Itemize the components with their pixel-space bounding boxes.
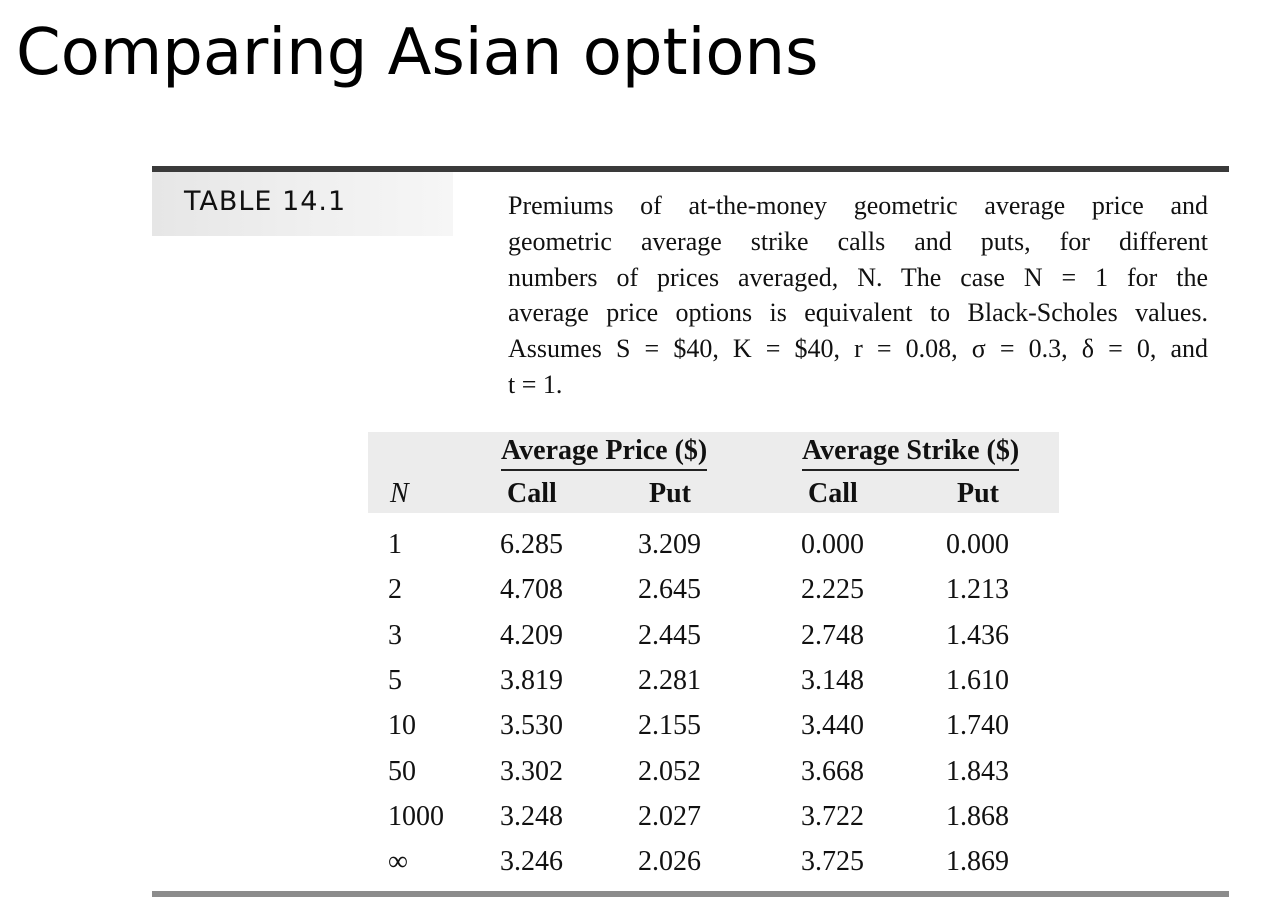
caption-line: numbers of prices averaged, N. The case … <box>508 262 1208 292</box>
cell-price-call: 3.530 <box>500 710 563 742</box>
cell-price-put: 2.645 <box>638 574 701 606</box>
cell-n: 1000 <box>388 800 444 832</box>
cell-price-put: 2.026 <box>638 846 701 878</box>
table-label-tab <box>152 172 453 236</box>
cell-n: 50 <box>388 755 416 787</box>
cell-price-put: 2.445 <box>638 619 701 651</box>
cell-strike-put: 1.213 <box>946 574 1009 606</box>
table-bottom-rule <box>152 891 1229 897</box>
cell-price-put: 3.209 <box>638 529 701 560</box>
table-header-band <box>368 432 1059 513</box>
col-header-strike-call: Call <box>808 478 858 509</box>
cell-n: ∞ <box>388 846 408 878</box>
cell-price-put: 2.052 <box>638 755 701 787</box>
caption-line: Premiums of at-the-money geometric avera… <box>508 191 1208 220</box>
cell-price-call: 3.248 <box>500 800 563 832</box>
slide-title: Comparing Asian options <box>16 16 819 90</box>
table-caption: Premiums of at-the-money geometric avera… <box>508 188 1208 403</box>
cell-price-call: 3.302 <box>500 755 563 787</box>
group-header-average-price: Average Price ($) <box>501 435 708 471</box>
cell-n: 3 <box>388 619 402 651</box>
caption-line: average price options is equivalent to B… <box>508 298 1208 328</box>
cell-strike-put: 1.843 <box>946 755 1009 787</box>
cell-strike-call: 2.225 <box>801 574 864 606</box>
cell-strike-call: 0.000 <box>801 529 864 560</box>
caption-line: geometric average strike calls and puts,… <box>508 226 1208 256</box>
col-header-price-call: Call <box>507 478 557 509</box>
cell-price-put: 2.027 <box>638 800 701 832</box>
cell-price-call: 6.285 <box>500 529 563 560</box>
cell-price-put: 2.281 <box>638 664 701 696</box>
cell-strike-call: 3.148 <box>801 664 864 696</box>
table-label: TABLE 14.1 <box>184 186 347 217</box>
cell-strike-put: 1.436 <box>946 619 1009 651</box>
cell-price-call: 4.708 <box>500 574 563 606</box>
cell-strike-put: 1.740 <box>946 710 1009 742</box>
cell-strike-call: 3.725 <box>801 846 864 878</box>
cell-strike-call: 2.748 <box>801 619 864 651</box>
caption-line: Assumes S = $40, K = $40, r = 0.08, σ = … <box>508 334 1208 364</box>
cell-price-put: 2.155 <box>638 710 701 742</box>
cell-n: 2 <box>388 574 402 606</box>
table-top-rule <box>152 166 1229 172</box>
group-header-average-strike: Average Strike ($) <box>802 435 1020 471</box>
cell-strike-call: 3.722 <box>801 800 864 832</box>
cell-strike-call: 3.668 <box>801 755 864 787</box>
cell-strike-put: 0.000 <box>946 529 1009 560</box>
cell-strike-call: 3.440 <box>801 710 864 742</box>
cell-n: 5 <box>388 664 402 696</box>
cell-n: 1 <box>388 529 402 560</box>
cell-price-call: 4.209 <box>500 619 563 651</box>
col-header-strike-put: Put <box>957 478 999 509</box>
cell-strike-put: 1.869 <box>946 846 1009 878</box>
caption-line: t = 1. <box>508 369 563 399</box>
col-header-n: N <box>390 478 409 509</box>
cell-price-call: 3.246 <box>500 846 563 878</box>
cell-strike-put: 1.868 <box>946 800 1009 832</box>
cell-strike-put: 1.610 <box>946 664 1009 696</box>
col-header-price-put: Put <box>649 478 691 509</box>
cell-price-call: 3.819 <box>500 664 563 696</box>
cell-n: 10 <box>388 710 416 742</box>
